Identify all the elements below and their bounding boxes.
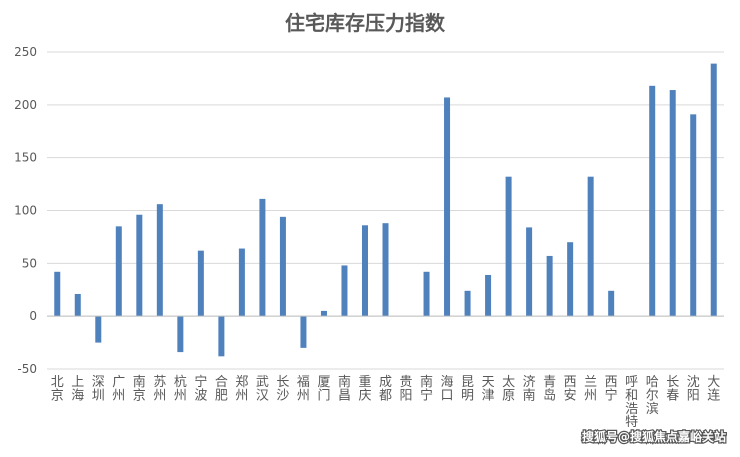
bar [444, 97, 451, 317]
bar [649, 85, 656, 317]
bars [54, 63, 717, 357]
x-tick-label: 南昌 [338, 374, 351, 403]
bar [567, 242, 574, 317]
x-tick-label: 郑州 [235, 375, 248, 403]
x-tick-label: 西宁 [605, 375, 618, 403]
x-tick-label: 呼和浩特 [625, 375, 638, 430]
x-tick-label: 长沙 [276, 375, 289, 403]
y-tick-label: 50 [22, 256, 37, 270]
bar [526, 227, 533, 317]
bar [485, 274, 492, 317]
bar [710, 63, 717, 317]
bar [238, 248, 245, 317]
bar [136, 214, 143, 317]
bar [279, 216, 286, 317]
x-tick-label: 太原 [502, 375, 515, 403]
bar [669, 90, 676, 317]
y-axis-labels: -50 0 50 100 150 200 250 [14, 45, 37, 376]
x-tick-label: 大连 [707, 375, 720, 403]
bar [320, 310, 327, 317]
y-tick-label: 0 [29, 309, 37, 323]
x-tick-label: 厦门 [317, 375, 330, 403]
x-tick-label: 广州 [112, 375, 125, 403]
x-tick-label: 南宁 [420, 374, 433, 403]
x-tick-label: 重庆 [358, 374, 371, 403]
bar [608, 290, 615, 317]
watermark-text: 搜狐号@搜狐焦点嘉峪关站 [582, 429, 726, 444]
x-axis-labels: 北京上海深圳广州南京苏州杭州宁波合肥郑州武汉长沙福州厦门南昌重庆成都贵阳南宁海口… [51, 374, 721, 430]
bar [300, 316, 307, 348]
x-tick-label: 青岛 [543, 375, 556, 403]
x-tick-label: 沈阳 [687, 375, 700, 403]
bar [156, 204, 163, 317]
x-tick-label: 兰州 [584, 375, 597, 403]
x-tick-label: 哈尔滨 [646, 375, 659, 417]
bar [177, 316, 184, 353]
chart-title: 住宅库存压力指数 [285, 11, 446, 35]
bar [690, 114, 697, 317]
x-tick-label: 北京 [51, 375, 64, 403]
x-tick-label: 杭州 [174, 375, 187, 403]
x-tick-label: 长春 [666, 375, 679, 403]
x-tick-label: 福州 [297, 375, 310, 403]
bar [587, 176, 594, 317]
bar [218, 316, 225, 357]
bar [259, 198, 266, 317]
bar [341, 265, 348, 317]
y-tick-label: 150 [14, 151, 37, 165]
y-tick-label: -50 [17, 362, 37, 376]
bar [74, 293, 81, 317]
x-tick-label: 贵阳 [400, 375, 413, 403]
x-tick-label: 合肥 [215, 375, 228, 403]
bar [505, 176, 512, 317]
x-tick-label: 南京 [133, 374, 146, 403]
bar [115, 226, 122, 317]
x-tick-label: 成都 [379, 375, 392, 403]
x-tick-label: 苏州 [153, 374, 166, 403]
x-tick-label: 上海 [71, 375, 84, 403]
bar [423, 271, 430, 317]
bar [382, 223, 389, 317]
x-tick-label: 天津 [482, 375, 495, 403]
bar [464, 290, 471, 317]
y-tick-label: 100 [14, 204, 37, 218]
x-tick-label: 深圳 [92, 375, 105, 403]
x-tick-label: 武汉 [256, 375, 269, 403]
x-tick-label: 昆明 [461, 375, 474, 403]
x-tick-label: 海口 [441, 375, 454, 403]
bar [546, 255, 553, 317]
bar [197, 250, 204, 317]
x-tick-label: 济南 [523, 375, 536, 403]
gridlines [47, 51, 724, 370]
y-tick-label: 250 [14, 45, 37, 59]
y-tick-label: 200 [14, 98, 37, 112]
x-tick-label: 西安 [564, 375, 577, 403]
bar [361, 225, 368, 317]
bar [95, 316, 102, 343]
x-tick-label: 宁波 [194, 374, 207, 403]
bar [54, 271, 61, 317]
